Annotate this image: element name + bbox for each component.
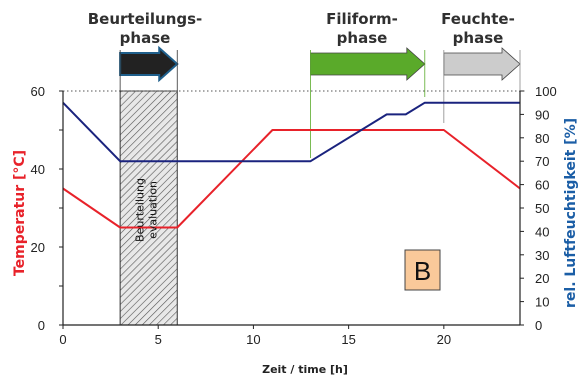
y-right-tick-label: 70	[535, 154, 549, 169]
annotation-box	[404, 249, 441, 291]
phase-arrow-2	[443, 47, 521, 81]
y-right-tick-label: 60	[535, 178, 549, 193]
phase-label-filiform-line2: phase	[337, 29, 388, 47]
y-right-tick-label: 80	[535, 131, 549, 146]
y-axis-title-right: rel. Luftfeuchtigkeit [%]	[563, 118, 579, 308]
annotation-label: B	[414, 256, 431, 286]
y-right-tick-label: 20	[535, 271, 549, 286]
tick-labels: 0 5 10 15 20 0 20 40 60 0 10 20 30 40 50 60 70 80 90 100	[31, 84, 557, 347]
y-right-tick-label: 10	[535, 295, 549, 310]
x-tick-label: 20	[437, 332, 451, 347]
y-left-tick-label: 60	[31, 84, 45, 99]
phase-label-humidity-line2: phase	[453, 29, 504, 47]
y-axis-title-left: Temperatur [°C]	[12, 150, 28, 276]
humidity-line	[62, 101, 520, 163]
evaluation-box	[119, 90, 178, 326]
phase-label-humidity-line1: Feuchte-	[441, 10, 515, 28]
x-tick-label: 15	[341, 332, 355, 347]
phase-arrow-0	[119, 45, 179, 83]
plot-area	[62, 50, 526, 326]
x-tick-label: 10	[246, 332, 260, 347]
y-left-tick-label: 40	[31, 162, 45, 177]
phase-label-filiform-line1: Filiform-	[326, 10, 398, 28]
y-right-tick-label: 100	[535, 84, 557, 99]
series-lines	[62, 101, 521, 229]
x-tick-label: 0	[59, 332, 66, 347]
y-right-tick-label: 40	[535, 224, 549, 239]
evaluation-box-label-line2: evaluation	[147, 181, 160, 239]
x-axis-title: Zeit / time [h]	[262, 363, 348, 376]
phase-label-evaluation-line2: phase	[120, 29, 171, 47]
phase-labels: Beurteilungs- phase Filiform- phase Feuc…	[88, 10, 515, 47]
evaluation-box-label-line1: Beurteilung	[134, 178, 147, 242]
y-right-tick-label: 90	[535, 107, 549, 122]
y-left-tick-label: 20	[31, 240, 45, 255]
y-right-tick-label: 30	[535, 248, 549, 263]
phase-label-evaluation-line1: Beurteilungs-	[88, 10, 203, 28]
x-tick-label: 5	[155, 332, 162, 347]
y-right-tick-label: 0	[535, 318, 542, 333]
phase-guide-lines	[119, 50, 521, 158]
y-left-tick-label: 0	[38, 318, 45, 333]
temperature-line	[62, 129, 521, 229]
phase-arrows	[119, 45, 521, 83]
phase-arrow-1	[310, 47, 426, 81]
y-right-tick-label: 50	[535, 201, 549, 216]
